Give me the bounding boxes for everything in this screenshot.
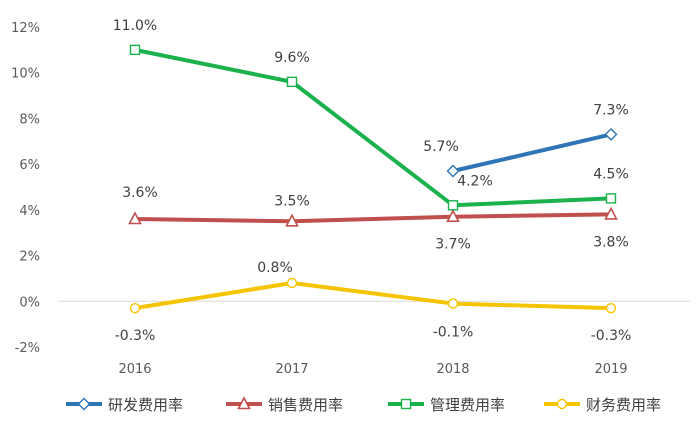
x-tick-label: 2019 — [594, 362, 627, 377]
data-label: 3.6% — [122, 185, 158, 201]
legend-marker — [237, 396, 251, 410]
series-line-3 — [134, 47, 612, 208]
y-tick-label: 6% — [19, 158, 40, 173]
x-tick-label: 2018 — [436, 362, 469, 377]
data-point — [285, 213, 299, 227]
legend-marker — [77, 397, 91, 411]
data-point — [446, 208, 460, 223]
data-point — [128, 211, 142, 225]
data-point — [447, 298, 459, 309]
legend-label: 研发费用率 — [108, 396, 183, 414]
x-tick-label: 2016 — [118, 362, 151, 377]
data-label: 3.5% — [274, 193, 310, 209]
data-point — [129, 302, 141, 314]
data-point — [286, 277, 298, 289]
legend-label: 财务费用率 — [586, 396, 661, 414]
data-point — [447, 200, 459, 211]
data-label: -0.1% — [433, 325, 474, 341]
data-point — [605, 302, 617, 314]
data-point — [604, 206, 618, 220]
y-tick-label: 4% — [19, 204, 40, 219]
legend-label: 销售费用率 — [268, 396, 343, 414]
data-point — [605, 193, 617, 204]
y-tick-label: 0% — [19, 295, 40, 310]
series-line-2 — [134, 212, 612, 224]
data-label: 3.8% — [593, 234, 629, 250]
y-tick-label: 2% — [19, 250, 40, 265]
y-tick-label: 12% — [11, 21, 40, 36]
data-point — [446, 164, 460, 178]
legend-label: 管理费用率 — [430, 396, 505, 414]
data-label: 4.5% — [593, 166, 629, 182]
data-point — [129, 44, 141, 56]
data-label: 7.3% — [593, 102, 629, 118]
series-line-1 — [452, 132, 612, 173]
data-label: 9.6% — [274, 50, 310, 66]
data-label: 5.7% — [423, 139, 459, 155]
y-tick-label: 8% — [19, 112, 40, 127]
series-line-4 — [134, 281, 612, 311]
y-tick-label: 10% — [11, 67, 40, 82]
data-point — [604, 127, 618, 141]
data-label: -0.3% — [591, 328, 632, 344]
data-label: 11.0% — [113, 18, 157, 34]
legend-marker — [400, 398, 412, 410]
data-label: 4.2% — [457, 173, 493, 189]
data-label: 0.8% — [257, 260, 293, 276]
data-label: -0.3% — [115, 328, 156, 344]
legend-marker — [556, 398, 568, 410]
data-label: 3.7% — [435, 237, 471, 253]
data-point — [286, 76, 298, 88]
y-tick-label: -2% — [15, 341, 40, 356]
x-tick-label: 2017 — [275, 362, 308, 377]
